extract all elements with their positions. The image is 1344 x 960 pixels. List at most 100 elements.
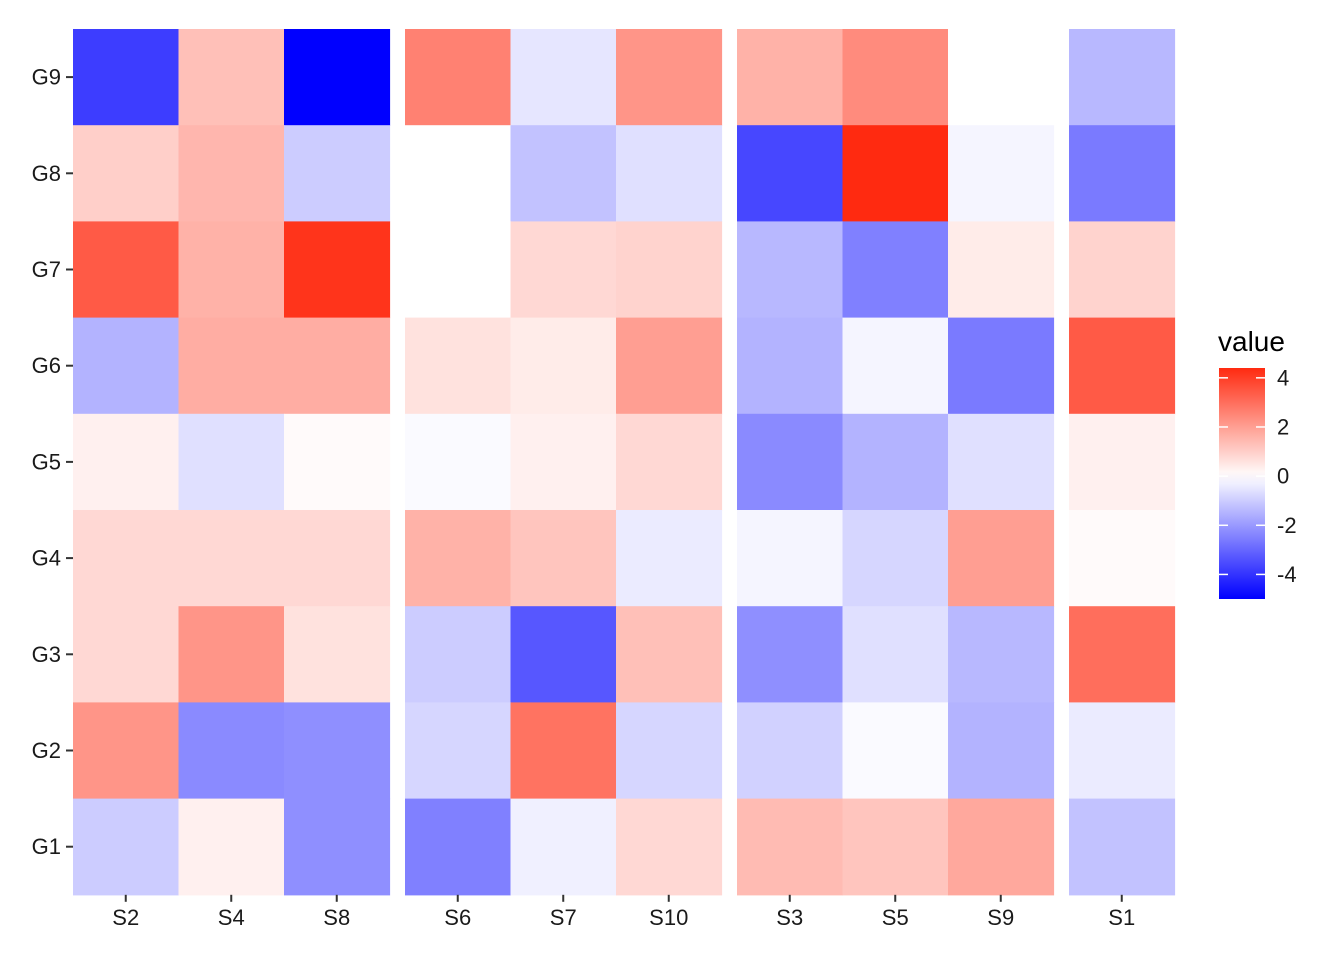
heatmap-cell-G6-S10: [616, 317, 723, 415]
heatmap-cell-G7-S5: [842, 221, 949, 319]
heatmap-cell-G6-S6: [405, 317, 512, 415]
heatmap-cell-G7-S7: [510, 221, 617, 319]
heatmap-cell-G2-S7: [510, 702, 617, 800]
heatmap-cell-G1-S6: [405, 798, 512, 896]
heatmap-cell-G3-S8: [284, 606, 391, 703]
heatmap-cell-G4-S7: [510, 510, 617, 607]
heatmap-cell-G8-S2: [73, 125, 180, 222]
y-tick-label-G4: G4: [32, 546, 61, 571]
heatmap-cell-G7-S10: [616, 221, 723, 319]
heatmap-cell-G2-S6: [405, 702, 512, 800]
heatmap-cell-G4-S1: [1069, 510, 1176, 607]
heatmap-cell-G4-S9: [948, 510, 1055, 607]
heatmap-cell-G5-S8: [284, 413, 391, 511]
heatmap-cell-G6-S9: [948, 317, 1055, 415]
heatmap-cell-G9-S4: [178, 29, 285, 126]
heatmap-cell-G7-S8: [284, 221, 391, 319]
x-tick-label-S9: S9: [987, 905, 1014, 930]
heatmap-cell-G8-S9: [948, 125, 1055, 222]
y-tick-label-G8: G8: [32, 161, 61, 186]
x-tick-label-S6: S6: [444, 905, 471, 930]
heatmap-cell-G4-S4: [178, 510, 285, 607]
legend-title: value: [1218, 326, 1285, 357]
heatmap-cell-G2-S1: [1069, 702, 1176, 800]
heatmap-cell-G8-S3: [737, 125, 844, 222]
heatmap-cell-G2-S4: [178, 702, 285, 800]
heatmap-cell-G7-S3: [737, 221, 844, 319]
heatmap-cell-G4-S2: [73, 510, 180, 607]
x-tick-label-S7: S7: [550, 905, 577, 930]
heatmap-cell-G8-S5: [842, 125, 949, 222]
heatmap-cell-G1-S9: [948, 798, 1055, 896]
heatmap-cell-G3-S5: [842, 606, 949, 703]
heatmap-cell-G3-S1: [1069, 606, 1176, 703]
heatmap-cell-G9-S7: [510, 29, 617, 126]
heatmap-cell-G5-S6: [405, 413, 512, 511]
heatmap-cell-G5-S3: [737, 413, 844, 511]
heatmap-cell-G2-S10: [616, 702, 723, 800]
y-tick-label-G5: G5: [32, 449, 61, 474]
heatmap-cell-G9-S6: [405, 29, 512, 126]
heatmap-cell-G2-S9: [948, 702, 1055, 800]
heatmap-cell-G5-S1: [1069, 413, 1176, 511]
heatmap-cell-G2-S3: [737, 702, 844, 800]
heatmap-cell-G5-S7: [510, 413, 617, 511]
heatmap-cell-G8-S1: [1069, 125, 1176, 222]
x-tick-label-S10: S10: [649, 905, 688, 930]
heatmap-cell-G3-S9: [948, 606, 1055, 703]
heatmap-cell-G6-S8: [284, 317, 391, 415]
heatmap-cell-G5-S4: [178, 413, 285, 511]
heatmap-cell-G4-S5: [842, 510, 949, 607]
heatmap-cells: [73, 29, 1176, 896]
heatmap-cell-G3-S10: [616, 606, 723, 703]
heatmap-cell-G4-S6: [405, 510, 512, 607]
heatmap-cell-G9-S1: [1069, 29, 1176, 126]
x-tick-label-S3: S3: [776, 905, 803, 930]
heatmap-cell-G9-S8: [284, 29, 391, 126]
y-tick-label-G1: G1: [32, 834, 61, 859]
y-tick-label-G7: G7: [32, 257, 61, 282]
x-tick-label-S4: S4: [218, 905, 245, 930]
heatmap-cell-G8-S10: [616, 125, 723, 222]
heatmap-cell-G9-S9: [948, 29, 1055, 126]
legend-tick-label-0: 0: [1277, 464, 1289, 489]
heatmap-cell-G7-S4: [178, 221, 285, 319]
legend-tick-label--4: -4: [1277, 562, 1297, 587]
heatmap-cell-G3-S4: [178, 606, 285, 703]
heatmap-cell-G5-S9: [948, 413, 1055, 511]
heatmap-cell-G9-S10: [616, 29, 723, 126]
y-tick-label-G9: G9: [32, 65, 61, 90]
y-tick-label-G3: G3: [32, 642, 61, 667]
heatmap-cell-G8-S8: [284, 125, 391, 222]
heatmap-cell-G6-S3: [737, 317, 844, 415]
heatmap-cell-G7-S9: [948, 221, 1055, 319]
heatmap-cell-G1-S7: [510, 798, 617, 896]
x-tick-label-S1: S1: [1108, 905, 1135, 930]
x-tick-label-S2: S2: [112, 905, 139, 930]
heatmap-cell-G1-S10: [616, 798, 723, 896]
x-tick-label-S8: S8: [323, 905, 350, 930]
y-axis: G9 G8 G7 G6 G5 G4 G3 G2 G1: [32, 65, 73, 859]
heatmap-cell-G8-S6: [405, 125, 512, 222]
color-legend: value 4 2 0 -2 -4: [1218, 326, 1297, 599]
heatmap-cell-G7-S2: [73, 221, 180, 319]
legend-colorbar: [1219, 368, 1265, 599]
heatmap-cell-G5-S10: [616, 413, 723, 511]
heatmap-cell-G7-S1: [1069, 221, 1176, 319]
heatmap-cell-G6-S4: [178, 317, 285, 415]
heatmap-cell-G3-S6: [405, 606, 512, 703]
heatmap-cell-G1-S5: [842, 798, 949, 896]
heatmap-cell-G4-S8: [284, 510, 391, 607]
heatmap-cell-G6-S2: [73, 317, 180, 415]
legend-tick-label-4: 4: [1277, 365, 1289, 390]
heatmap-cell-G1-S3: [737, 798, 844, 896]
heatmap-cell-G3-S3: [737, 606, 844, 703]
legend-tick-label-2: 2: [1277, 414, 1289, 439]
heatmap-cell-G5-S5: [842, 413, 949, 511]
heatmap-cell-G5-S2: [73, 413, 180, 511]
heatmap-cell-G3-S2: [73, 606, 180, 703]
x-axis: S2 S4 S8 S6 S7 S10 S3 S5 S9 S1: [112, 894, 1135, 930]
heatmap-cell-G2-S2: [73, 702, 180, 800]
heatmap-cell-G9-S5: [842, 29, 949, 126]
heatmap-cell-G2-S8: [284, 702, 391, 800]
